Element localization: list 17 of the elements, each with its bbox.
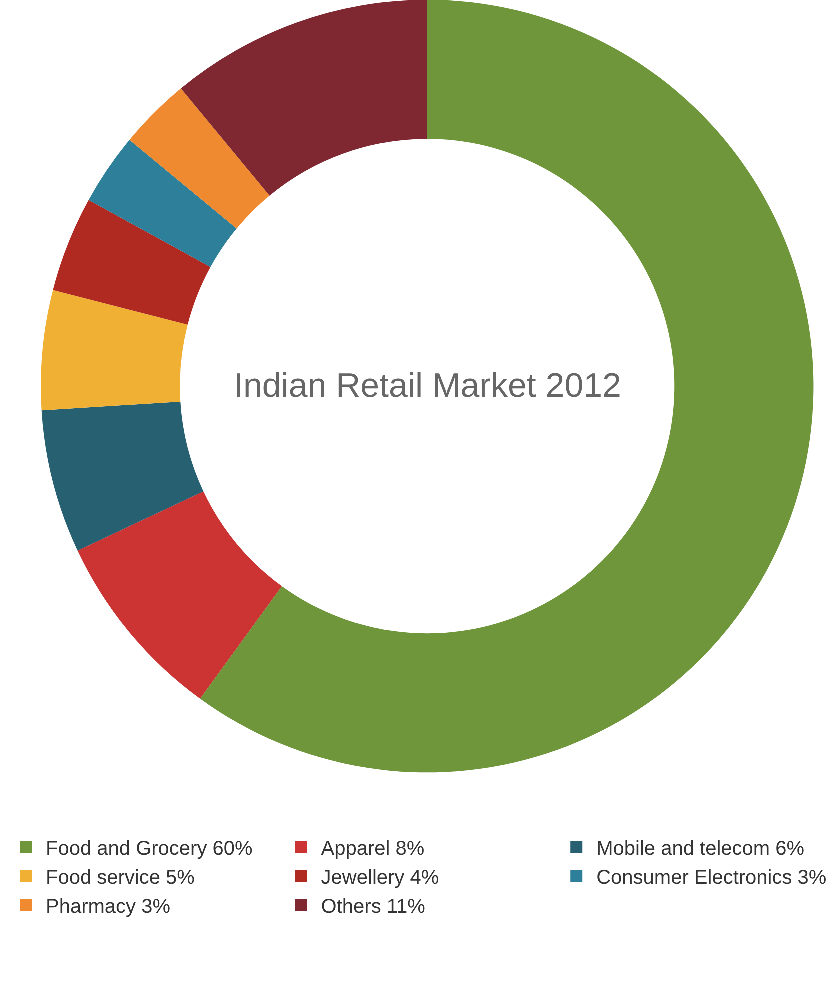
legend-label: Mobile and telecom 6%: [596, 838, 805, 860]
donut-slice: [181, 0, 428, 196]
donut-slice: [53, 200, 211, 325]
legend-label: Pharmacy 3%: [46, 896, 171, 918]
legend-label: Food service 5%: [46, 866, 196, 889]
donut-slice: [42, 402, 204, 551]
donut-slice: [200, 0, 814, 773]
donut-slice: [88, 140, 237, 268]
text: Indian Retail Market 2012: [234, 367, 622, 405]
legend-label: Jewellery 4%: [321, 866, 440, 889]
donut-slice: [78, 492, 282, 699]
legend-label: Consumer Electronics 3%: [596, 866, 827, 889]
legend-label: Food and Grocery 60%: [46, 838, 253, 860]
legend-label: Others 11%: [321, 896, 426, 918]
donut-slice: [130, 88, 270, 229]
donut-slice: [41, 290, 188, 411]
legend-label: Apparel 8%: [321, 838, 425, 860]
